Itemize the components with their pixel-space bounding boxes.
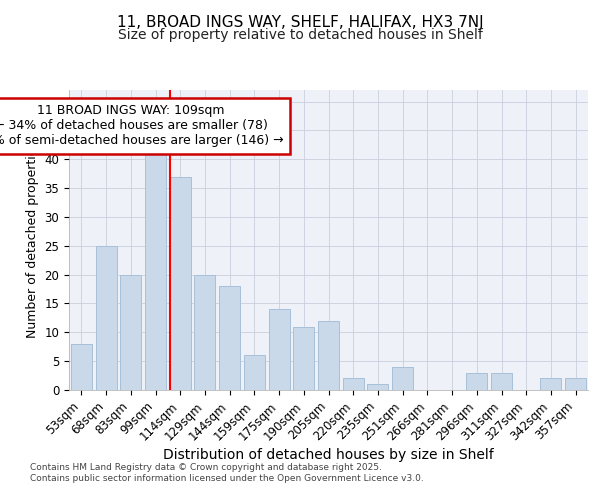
Bar (541, 378, 562, 390)
Bar (145, 148, 166, 390)
Bar (565, 378, 586, 390)
Bar (343, 378, 364, 390)
Text: Contains public sector information licensed under the Open Government Licence v3: Contains public sector information licen… (30, 474, 424, 483)
Bar (170, 176, 191, 390)
X-axis label: Distribution of detached houses by size in Shelf: Distribution of detached houses by size … (163, 448, 494, 462)
Bar (244, 356, 265, 390)
Text: Contains HM Land Registry data © Crown copyright and database right 2025.: Contains HM Land Registry data © Crown c… (30, 462, 382, 471)
Bar (194, 274, 215, 390)
Bar (269, 309, 290, 390)
Text: Size of property relative to detached houses in Shelf: Size of property relative to detached ho… (118, 28, 482, 42)
Bar (219, 286, 240, 390)
Text: 11 BROAD INGS WAY: 109sqm
← 34% of detached houses are smaller (78)
64% of semi-: 11 BROAD INGS WAY: 109sqm ← 34% of detac… (0, 104, 284, 148)
Bar (318, 321, 339, 390)
Bar (392, 367, 413, 390)
Bar (120, 274, 141, 390)
Bar (466, 372, 487, 390)
Y-axis label: Number of detached properties: Number of detached properties (26, 142, 39, 338)
Text: 11, BROAD INGS WAY, SHELF, HALIFAX, HX3 7NJ: 11, BROAD INGS WAY, SHELF, HALIFAX, HX3 … (116, 15, 484, 30)
Bar (293, 326, 314, 390)
Bar (491, 372, 512, 390)
Bar (71, 344, 92, 390)
Bar (95, 246, 116, 390)
Bar (367, 384, 388, 390)
